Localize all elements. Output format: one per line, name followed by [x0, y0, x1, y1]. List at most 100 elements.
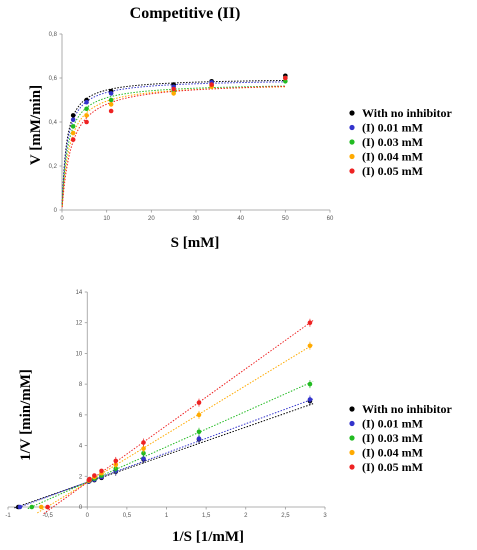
x-tick-label: 60	[327, 216, 334, 222]
data-point-3	[307, 343, 313, 349]
data-point-1	[307, 397, 313, 402]
data-point-4	[171, 86, 176, 92]
data-point-3	[196, 412, 202, 418]
fit-line-1	[61, 81, 286, 205]
data-point-4	[70, 137, 76, 142]
data-points	[70, 73, 288, 142]
y-tick-label: 0,4	[49, 120, 58, 126]
axes: -1 -0,5 0 0,5 1 1,5 2 2,5 3 0 2 4 6 8 10 12 14	[5, 290, 327, 519]
x-tick-label: 10	[103, 216, 110, 222]
legend-label: With no inhibitor	[362, 402, 452, 416]
data-point-4	[141, 440, 146, 445]
data-point-2	[84, 106, 89, 112]
data-point-2	[70, 124, 76, 129]
data-point-2	[283, 79, 288, 84]
y-tick-label: 14	[76, 290, 83, 296]
legend-marker	[349, 406, 355, 412]
legend-label: (I) 0.04 mM	[362, 150, 423, 164]
data-point-2	[307, 381, 313, 387]
legend-marker	[349, 124, 355, 131]
fit-curves	[61, 79, 286, 208]
y-tick-label: 0,2	[49, 164, 58, 170]
data-point-3	[171, 91, 176, 96]
legend-marker	[349, 464, 355, 470]
legend-label: (I) 0.03 mM	[362, 135, 423, 149]
y-tick-label: 6	[79, 413, 83, 419]
fit-line-3	[37, 344, 314, 514]
legend-marker	[349, 435, 355, 441]
fit-line-2	[27, 381, 314, 510]
x-axis-label: 1/S [1/mM]	[172, 529, 244, 545]
data-point-1	[196, 436, 202, 441]
data-point-1	[84, 99, 89, 105]
fit-line-2	[61, 85, 286, 206]
x-axis-label: S [mM]	[171, 235, 220, 251]
data-point-3	[70, 130, 76, 136]
y-axis-label: 1/V [min/mM]	[18, 369, 34, 461]
x-tick-label: -0,5	[42, 513, 53, 519]
y-tick-label: 0	[79, 505, 83, 511]
data-point-0	[70, 113, 76, 118]
chart-michaelis-menten: Competitive (II) V [mM/min] S [mM] 0 10 20…	[28, 5, 452, 251]
data-point-1	[108, 91, 114, 96]
data-point-4	[196, 400, 202, 405]
chart-lineweaver-burk: 1/V [min/mM] 1/S [1/mM] -1 -0,5 0 0,5 1 1,5 2 2…	[5, 290, 452, 545]
axes: 0 10 20 30 40 50 60 0 0,2 0,4 0,6 0,8	[49, 32, 334, 222]
data-point-4	[45, 504, 50, 510]
data-point-4	[92, 473, 97, 478]
y-tick-label: 0,6	[49, 76, 58, 82]
fit-line-3	[61, 86, 286, 207]
data-point-3	[108, 102, 114, 107]
x-tick-label: 2,5	[281, 513, 290, 519]
y-tick-label: 12	[76, 321, 83, 327]
x-tick-label: 40	[237, 216, 244, 222]
data-point-4	[87, 476, 92, 482]
data-point-1	[70, 117, 76, 123]
data-point-4	[283, 75, 288, 81]
data-point-2	[108, 97, 114, 103]
data-point-4	[108, 108, 114, 114]
legend-marker	[349, 110, 355, 116]
data-point-2	[29, 504, 35, 510]
legend: With no inhibitor(I) 0.01 mM(I) 0.03 mM(…	[349, 402, 452, 474]
data-point-4	[307, 320, 313, 326]
y-tick-label: 8	[79, 382, 83, 388]
data-point-4	[209, 82, 214, 87]
y-tick-label: 0,8	[49, 32, 58, 38]
data-point-4	[84, 119, 89, 125]
fit-line-0	[61, 79, 286, 204]
x-tick-label: 2	[244, 513, 248, 519]
data-point-4	[113, 458, 119, 464]
x-tick-label: 0,5	[123, 513, 132, 519]
legend-label: (I) 0.03 mM	[362, 431, 423, 445]
y-tick-label: 10	[76, 351, 83, 357]
x-tick-label: 30	[193, 216, 200, 222]
legend-label: (I) 0.05 mM	[362, 460, 423, 474]
y-tick-label: 4	[79, 444, 83, 450]
y-tick-label: 2	[79, 474, 83, 480]
legend-label: With no inhibitor	[362, 106, 452, 120]
legend-marker	[349, 153, 355, 160]
legend-marker	[349, 420, 355, 427]
x-tick-label: 1,5	[202, 513, 211, 519]
legend-label: (I) 0.04 mM	[362, 446, 423, 460]
data-point-3	[38, 504, 44, 510]
fit-line-4	[61, 85, 286, 208]
data-point-2	[141, 450, 146, 456]
y-tick-label: 0	[54, 208, 58, 214]
legend-marker	[349, 449, 355, 456]
x-tick-label: 50	[282, 216, 289, 222]
data-point-4	[99, 468, 104, 474]
data-point-1	[141, 456, 146, 461]
legend-marker	[349, 168, 355, 174]
legend: With no inhibitor(I) 0.01 mM(I) 0.03 mM(…	[349, 106, 452, 178]
data-point-2	[196, 429, 202, 435]
x-tick-label: 3	[323, 513, 327, 519]
x-tick-label: 1	[165, 513, 169, 519]
legend-label: (I) 0.01 mM	[362, 417, 423, 431]
legend-label: (I) 0.05 mM	[362, 164, 423, 178]
data-point-1	[17, 504, 23, 510]
fit-lines	[14, 320, 314, 515]
x-tick-label: -1	[5, 513, 11, 519]
